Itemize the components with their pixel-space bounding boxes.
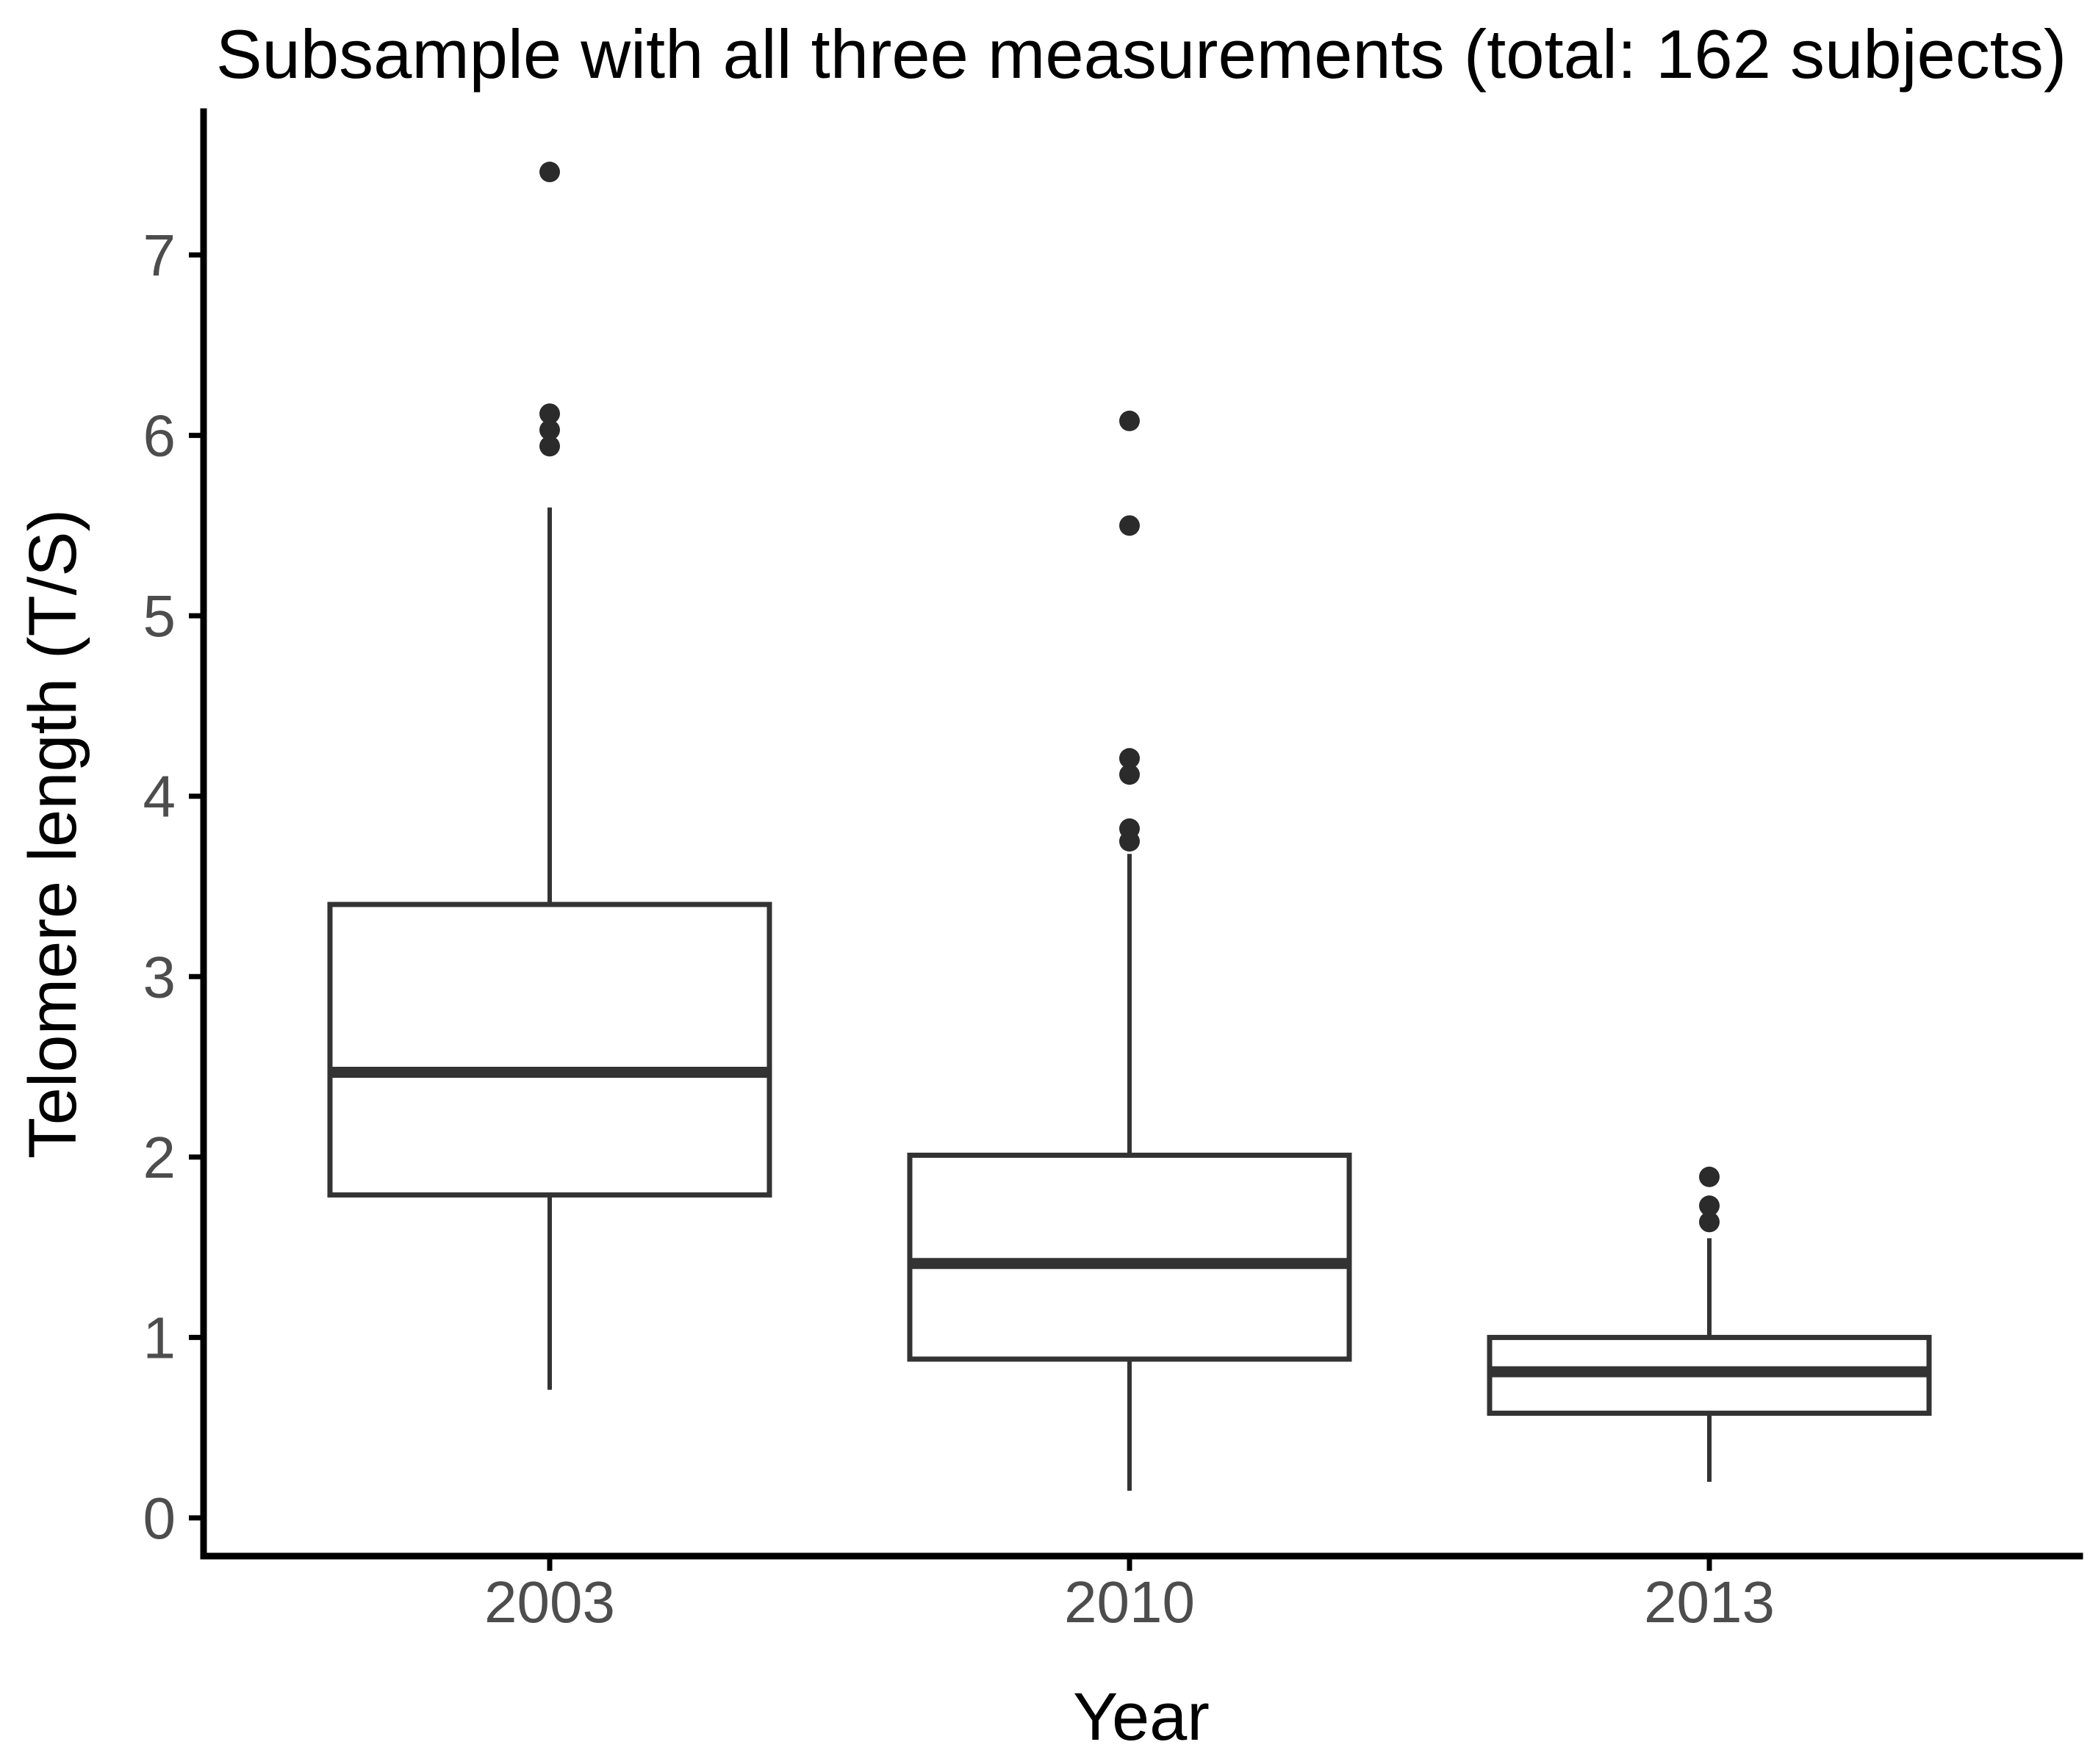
y-tick-label: 7 (143, 223, 176, 288)
boxplot-2010 (907, 410, 1352, 1491)
y-tick-label: 4 (143, 764, 176, 829)
outlier-dot (539, 420, 560, 441)
outlier-dot (1699, 1166, 1720, 1187)
iqr-box (327, 901, 772, 1198)
x-tick-label: 2013 (1644, 1569, 1775, 1635)
outlier-dot (1699, 1195, 1720, 1217)
outlier-dot (1119, 748, 1140, 769)
outlier-dot (1119, 410, 1140, 431)
y-tick-label: 1 (143, 1305, 176, 1370)
outlier-dot (1699, 1212, 1720, 1233)
y-tick-label: 6 (143, 403, 176, 469)
outlier-dot (1119, 818, 1140, 839)
outlier-dot (1119, 515, 1140, 536)
outlier-dot (539, 403, 560, 425)
y-tick-label: 5 (143, 583, 176, 649)
x-tick-label: 2003 (484, 1569, 615, 1635)
y-tick-label: 0 (143, 1486, 176, 1551)
plot-area: 0 1 2 3 4 5 6 7 2003 2010 2013 (143, 108, 2083, 1635)
boxplot-2003 (327, 162, 772, 1390)
outlier-dot (539, 162, 560, 183)
y-tick-label: 3 (143, 944, 176, 1009)
y-axis-title: Telomere length (T/S) (15, 509, 90, 1159)
x-axis-title: Year (1073, 1680, 1210, 1754)
y-tick-label: 2 (143, 1125, 176, 1190)
outlier-dot (539, 436, 560, 457)
chart-title: Subsample with all three measurements (t… (216, 15, 2066, 93)
outlier-dot (1119, 764, 1140, 785)
boxplot-2013 (1487, 1166, 1932, 1482)
x-tick-label: 2010 (1064, 1569, 1195, 1635)
iqr-box (907, 1152, 1352, 1362)
